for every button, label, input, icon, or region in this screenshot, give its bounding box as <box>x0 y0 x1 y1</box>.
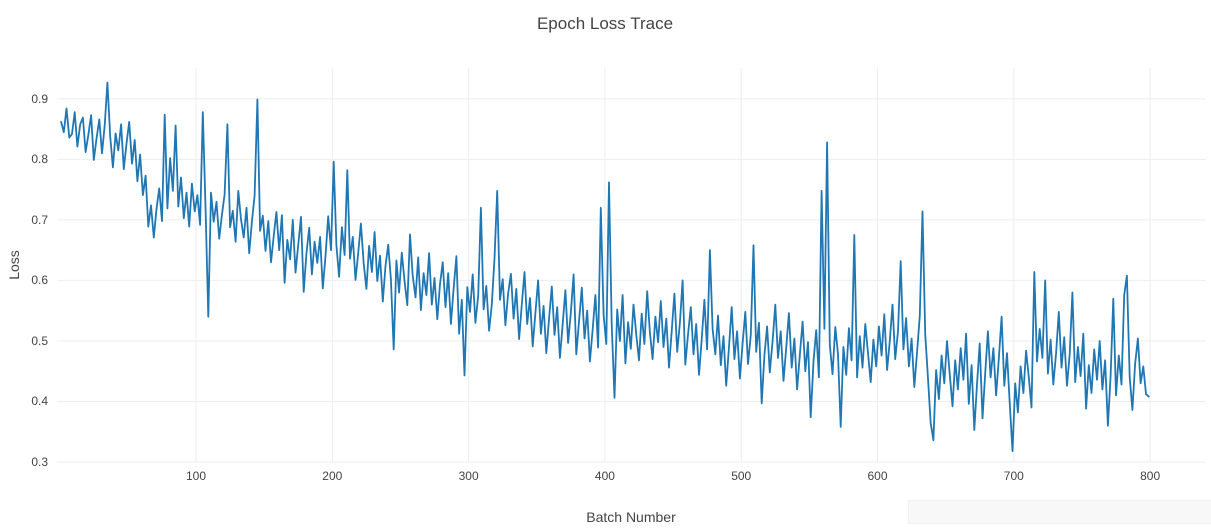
x-tick-label: 100 <box>186 469 207 483</box>
partial-ui-artifact <box>908 500 1211 524</box>
y-tick-label: 0.3 <box>31 455 48 469</box>
x-tick-label: 700 <box>1003 469 1024 483</box>
x-tick-label: 800 <box>1140 469 1161 483</box>
y-tick-label: 0.5 <box>31 333 48 348</box>
x-tick-label: 300 <box>458 469 479 483</box>
y-tick-label: 0.6 <box>31 273 48 288</box>
x-axis-title: Batch Number <box>586 509 676 525</box>
y-tick-label: 0.7 <box>31 212 48 227</box>
x-tick-label: 500 <box>731 469 752 483</box>
x-tick-label: 200 <box>322 469 343 483</box>
loss-trace-line <box>60 81 1150 453</box>
y-axis-title: Loss <box>6 250 22 280</box>
x-tick-label: 400 <box>594 469 615 483</box>
chart-title: Epoch Loss Trace <box>536 14 674 33</box>
y-tick-label: 0.9 <box>31 91 48 106</box>
y-tick-label: 0.8 <box>31 152 48 167</box>
x-tick-label: 600 <box>867 469 888 483</box>
y-tick-label: 0.4 <box>31 394 48 409</box>
